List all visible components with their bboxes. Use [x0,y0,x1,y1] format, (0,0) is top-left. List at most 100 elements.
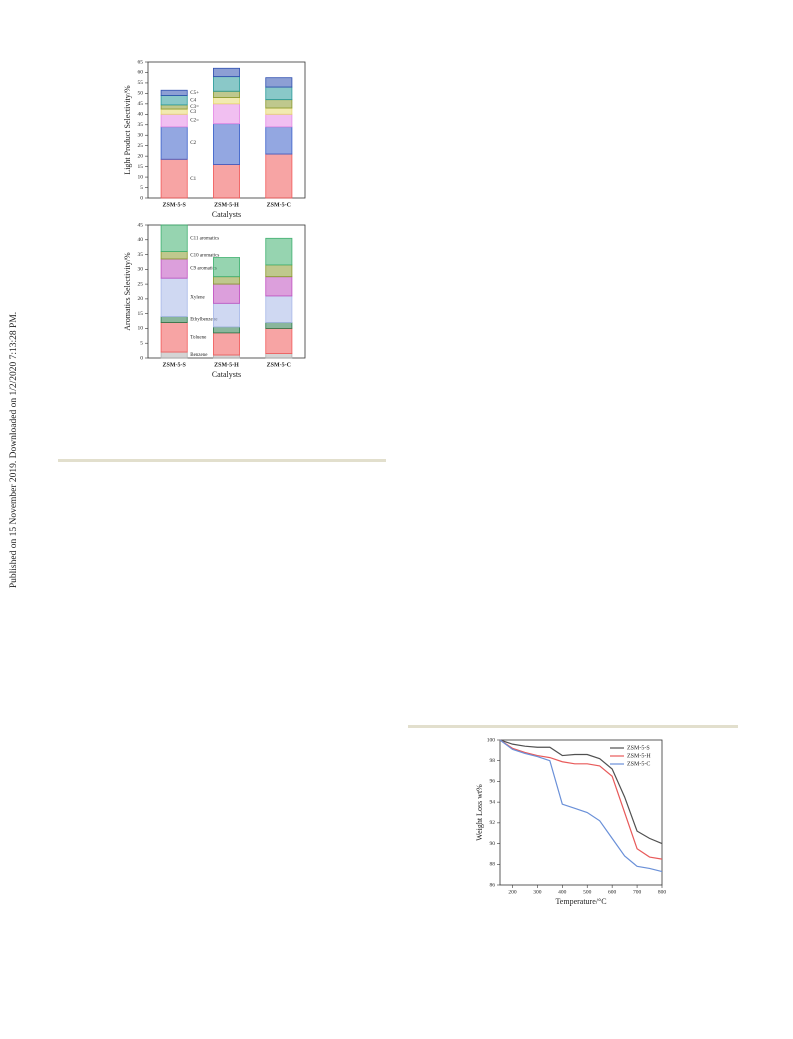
line-series [499,739,663,860]
y-tick-label: 55 [138,80,144,86]
bar-segment [213,67,240,78]
bar-segment [160,316,188,323]
bar-segment [213,276,240,285]
x-tick-label: 300 [533,889,542,895]
bar-segment [160,251,188,260]
bar-segment [213,90,240,98]
y-tick-label: 100 [487,737,496,743]
line-series [499,739,663,873]
series-label: C5+ [190,91,199,96]
y-tick-label: 94 [490,799,496,805]
bar-segment [213,164,240,199]
x-tick-label: 200 [508,889,517,895]
bar-segment [160,95,188,106]
bar-segment [265,86,293,101]
y-tick-label: 10 [138,326,144,332]
y-tick-label: 45 [138,222,144,228]
bar-segment [265,153,293,199]
line-series [499,739,663,845]
bar-segment [213,103,240,125]
bar-segment [265,322,293,329]
series-label: C4 [190,98,196,103]
bar-segment [213,97,240,105]
bar-segment [265,99,293,109]
y-tick-label: 5 [140,185,143,191]
y-tick-label: 15 [138,164,144,170]
x-tick-label: 800 [658,889,667,895]
y-tick-label: 40 [138,112,144,118]
bar-segment [160,258,188,279]
series-label: C2= [190,119,199,124]
x-tick-label: 500 [583,889,592,895]
series-label: C9 aromatics [190,267,217,272]
rule [408,725,738,728]
series-label: C3= [190,105,199,110]
bar-segment [265,328,293,354]
y-tick-label: 20 [138,153,144,159]
bar-segment [160,126,188,160]
y-tick-label: 15 [138,311,144,317]
x-axis-label: Temperature/°C [555,897,606,906]
y-tick-label: 98 [490,758,496,764]
bar-segment [160,89,188,96]
bar-segment [265,126,293,155]
y-tick-label: 30 [138,267,144,273]
bar-segment [265,77,293,88]
bar-segment [265,353,293,359]
bar-segment [265,276,293,297]
y-tick-label: 10 [138,174,144,180]
y-tick-label: 90 [490,841,496,847]
bar-segment [160,277,188,318]
x-tick-label: 600 [608,889,617,895]
bar-segment [265,237,293,266]
legend-label: ZSM-5-C [627,761,650,767]
y-tick-label: 65 [138,59,144,65]
bar-segment [265,113,293,128]
y-axis-label: Aromatics Selectivity/% [123,252,132,331]
y-tick-label: 50 [138,91,144,97]
y-tick-label: 86 [490,882,496,888]
x-tick-label: ZSM-5-C [267,362,291,368]
bar-segment [265,295,293,323]
y-tick-label: 92 [490,820,496,826]
series-label: C1 [190,177,196,182]
y-tick-label: 35 [138,252,144,258]
series-label: Ethylbenzene [190,318,218,323]
bar-segment [160,224,188,253]
series-label: Toluene [190,335,207,340]
legend-label: ZSM-5-S [627,745,650,751]
x-axis-label: Catalysts [212,370,241,379]
side-note: Published on 15 November 2019. Downloade… [9,312,19,588]
bar-segment [213,302,240,328]
bar-segment [265,264,293,278]
y-tick-label: 96 [490,779,496,785]
bar-segment [160,351,188,359]
bar-segment [213,257,240,278]
y-tick-label: 45 [138,101,144,107]
bar-segment [160,158,188,199]
rule [58,459,386,462]
plot-frame [499,739,663,886]
y-tick-label: 0 [140,195,143,201]
bar-segment [265,107,293,115]
bar-segment [213,354,240,359]
bar-segment [213,326,240,334]
x-tick-label: 700 [633,889,642,895]
y-tick-label: 0 [140,355,143,361]
y-tick-label: 25 [138,281,144,287]
bar-segment [160,108,188,115]
series-label: C11 aromatics [190,236,219,241]
bar-segment [213,123,240,165]
x-tick-label: ZSM-5-S [162,202,186,208]
legend-label: ZSM-5-H [627,753,651,759]
x-tick-label: ZSM-5-S [162,362,186,368]
bar-segment [160,322,188,353]
bar-segment [213,332,240,356]
x-tick-label: ZSM-5-C [267,202,291,208]
y-tick-label: 35 [138,122,144,128]
series-label: C3 [190,110,196,115]
x-tick-label: ZSM-5-H [214,362,239,368]
series-label: Benzene [190,353,208,358]
y-tick-label: 40 [138,237,144,243]
